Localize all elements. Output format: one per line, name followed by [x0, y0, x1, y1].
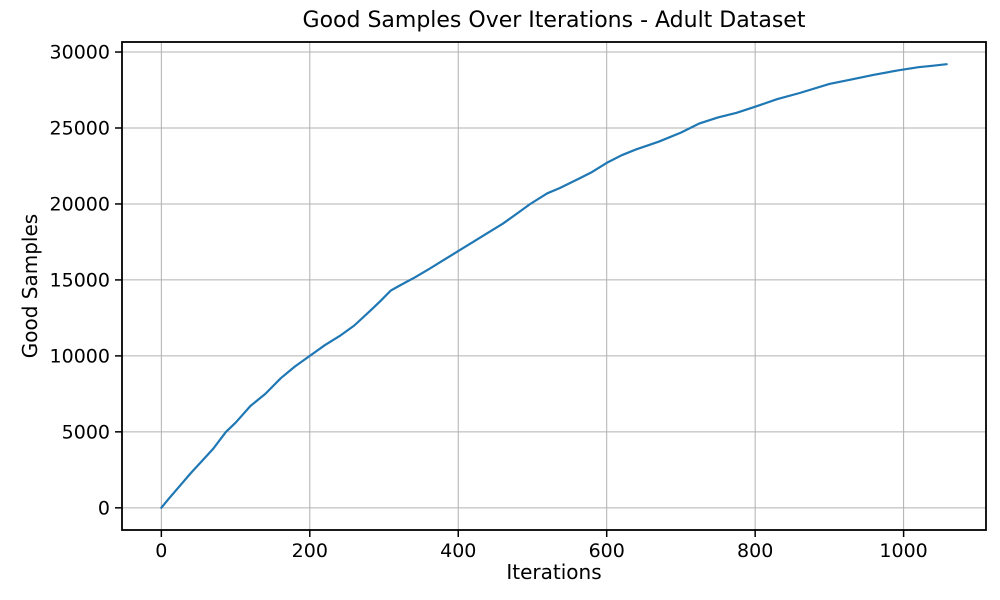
- y-tick-label: 10000: [50, 345, 110, 367]
- y-tick-label: 15000: [50, 269, 110, 291]
- x-tick-label: 200: [292, 540, 328, 562]
- y-tick-label: 30000: [50, 42, 110, 64]
- y-tick-label: 25000: [50, 117, 110, 139]
- y-tick-label: 5000: [62, 421, 110, 443]
- chart-title: Good Samples Over Iterations - Adult Dat…: [302, 8, 806, 33]
- series-line: [160, 63, 948, 509]
- y-axis-label: Good Samples: [18, 213, 42, 359]
- x-tick-label: 1000: [879, 540, 927, 562]
- plot-border: [121, 41, 987, 531]
- y-tick-label: 20000: [50, 193, 110, 215]
- x-tick-label: 800: [737, 540, 773, 562]
- x-tick-label: 600: [589, 540, 625, 562]
- x-axis-label: Iterations: [506, 560, 602, 584]
- y-tick-label: 0: [98, 497, 110, 519]
- x-tick-label: 0: [155, 540, 167, 562]
- x-tick-label: 400: [440, 540, 476, 562]
